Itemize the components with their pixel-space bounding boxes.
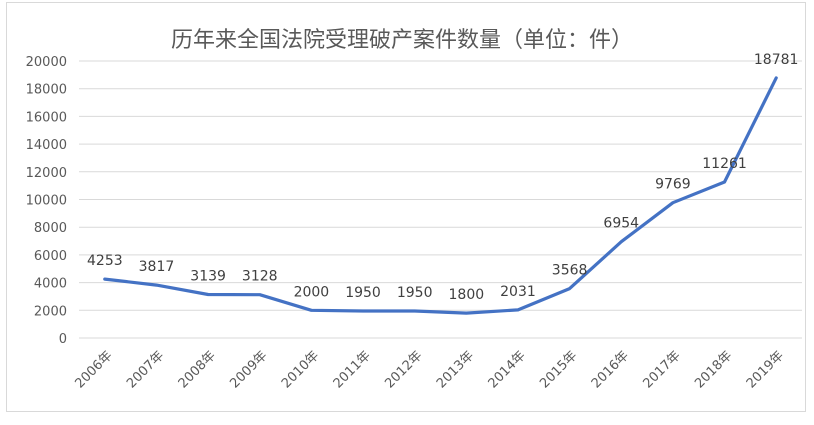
- y-tick-label: 4000: [34, 277, 67, 292]
- x-tick-label: 2018年: [692, 348, 735, 391]
- data-label: 2000: [294, 284, 330, 300]
- y-axis-ticks: 0 2000 4000 6000 8000 10000 12000 14000 16000 180…: [26, 55, 67, 347]
- y-tick-label: 16000: [26, 110, 67, 125]
- x-tick-label: 2015年: [537, 348, 580, 391]
- y-tick-label: 10000: [26, 194, 67, 209]
- x-tick-label: 2016年: [589, 348, 632, 391]
- data-label: 1950: [397, 285, 433, 301]
- series-line-group: [103, 76, 778, 315]
- x-tick-label: 2014年: [486, 348, 529, 391]
- x-tick-label: 2010年: [279, 348, 322, 391]
- x-tick-label: 2009年: [227, 348, 270, 391]
- x-tick-label: 2019年: [744, 348, 787, 391]
- data-label: 9769: [655, 177, 691, 193]
- x-tick-label: 2012年: [382, 348, 425, 391]
- data-label: 11261: [702, 156, 747, 172]
- chart-frame: 历年来全国法院受理破产案件数量（单位：件） 0 2000 4000 6000 8000 1…: [6, 2, 806, 412]
- x-tick-label: 2008年: [176, 348, 219, 391]
- data-label: 18781: [754, 52, 799, 68]
- data-labels: 4253 3817 3139 3128 2000 1950 1950 1800 2031 3568…: [87, 52, 798, 303]
- data-label: 6954: [603, 216, 639, 232]
- y-tick-label: 0: [59, 332, 67, 347]
- data-label: 3128: [242, 269, 278, 285]
- y-tick-label: 12000: [26, 166, 67, 181]
- data-label: 3139: [190, 269, 226, 285]
- data-label: 4253: [87, 253, 123, 269]
- chart-title: 历年来全国法院受理破产案件数量（单位：件）: [171, 28, 633, 53]
- x-tick-label: 2007年: [124, 348, 167, 391]
- data-label: 1950: [345, 285, 381, 301]
- x-tick-label: 2017年: [641, 348, 684, 391]
- x-tick-label: 2011年: [331, 348, 374, 391]
- data-label: 3817: [139, 259, 175, 275]
- gridlines: [79, 60, 802, 339]
- x-tick-label: 2006年: [72, 348, 115, 391]
- x-axis-ticks: 2006年 2007年 2008年 2009年 2010年 2011年 2012年 2013年…: [72, 348, 787, 391]
- data-label: 2031: [500, 284, 536, 300]
- series-line: [103, 76, 778, 315]
- x-tick-label: 2013年: [434, 348, 477, 391]
- y-tick-label: 8000: [34, 221, 67, 236]
- line-chart: 历年来全国法院受理破产案件数量（单位：件） 0 2000 4000 6000 8000 1…: [26, 28, 802, 391]
- data-label: 3568: [552, 263, 588, 279]
- y-tick-label: 18000: [26, 83, 67, 98]
- y-tick-label: 6000: [34, 249, 67, 264]
- y-tick-label: 20000: [26, 55, 67, 70]
- data-label: 1800: [449, 287, 485, 303]
- y-tick-label: 14000: [26, 138, 67, 153]
- y-tick-label: 2000: [34, 304, 67, 319]
